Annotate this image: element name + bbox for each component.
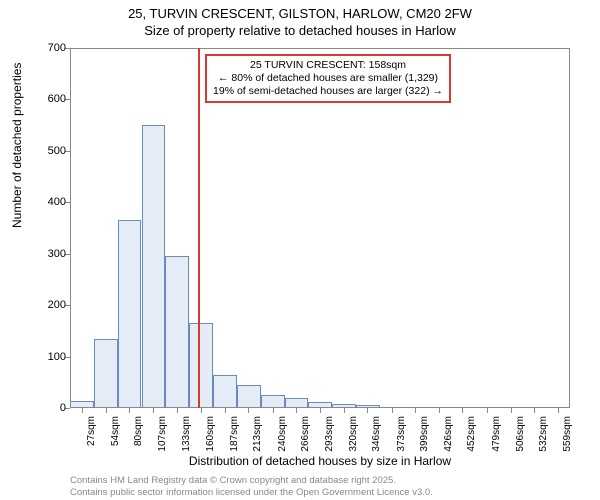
marker-vertical-line (198, 48, 200, 408)
xtick-mark (320, 408, 321, 413)
xtick-label: 213sqm (252, 416, 263, 452)
xtick-label: 107sqm (157, 416, 168, 452)
xtick-mark (129, 408, 130, 413)
ytick-label: 700 (48, 42, 66, 54)
xtick-mark (392, 408, 393, 413)
xtick-mark (487, 408, 488, 413)
plot-area: 25 TURVIN CRESCENT: 158sqm← 80% of detac… (70, 48, 570, 408)
xtick-mark (558, 408, 559, 413)
annotation-line3: 19% of semi-detached houses are larger (… (213, 85, 443, 98)
ytick-label: 0 (60, 402, 66, 414)
y-axis-label: Number of detached properties (10, 63, 24, 228)
annotation-box: 25 TURVIN CRESCENT: 158sqm← 80% of detac… (205, 54, 451, 103)
xtick-mark (344, 408, 345, 413)
x-axis-label: Distribution of detached houses by size … (70, 454, 570, 468)
xtick-mark (439, 408, 440, 413)
ytick-label: 100 (48, 351, 66, 363)
xtick-mark (511, 408, 512, 413)
xtick-label: 133sqm (181, 416, 192, 452)
xtick-label: 452sqm (466, 416, 477, 452)
xtick-mark (82, 408, 83, 413)
xtick-label: 320sqm (348, 416, 359, 452)
xtick-label: 506sqm (515, 416, 526, 452)
xtick-mark (201, 408, 202, 413)
xtick-mark (153, 408, 154, 413)
xtick-label: 54sqm (110, 416, 121, 446)
footer-attribution: Contains HM Land Registry data © Crown c… (70, 475, 433, 498)
ytick-label: 500 (48, 145, 66, 157)
chart-title-block: 25, TURVIN CRESCENT, GILSTON, HARLOW, CM… (0, 0, 600, 38)
ytick-label: 200 (48, 299, 66, 311)
ytick-label: 400 (48, 196, 66, 208)
xtick-mark (534, 408, 535, 413)
xtick-label: 346sqm (371, 416, 382, 452)
xtick-label: 559sqm (562, 416, 573, 452)
ytick-label: 300 (48, 248, 66, 260)
xtick-label: 373sqm (396, 416, 407, 452)
xtick-label: 293sqm (324, 416, 335, 452)
xtick-mark (273, 408, 274, 413)
xtick-mark (177, 408, 178, 413)
xtick-mark (106, 408, 107, 413)
xtick-mark (367, 408, 368, 413)
footer-line2: Contains public sector information licen… (70, 487, 433, 498)
xtick-label: 532sqm (538, 416, 549, 452)
annotation-line2: ← 80% of detached houses are smaller (1,… (213, 72, 443, 85)
chart-title-line2: Size of property relative to detached ho… (0, 23, 600, 38)
annotation-line1: 25 TURVIN CRESCENT: 158sqm (213, 59, 443, 72)
xtick-label: 479sqm (491, 416, 502, 452)
xtick-label: 160sqm (205, 416, 216, 452)
xtick-label: 80sqm (133, 416, 144, 446)
xtick-mark (248, 408, 249, 413)
xtick-mark (462, 408, 463, 413)
xtick-mark (415, 408, 416, 413)
xtick-label: 27sqm (86, 416, 97, 446)
ytick-label: 600 (48, 93, 66, 105)
footer-line1: Contains HM Land Registry data © Crown c… (70, 475, 433, 486)
xtick-label: 240sqm (277, 416, 288, 452)
xtick-mark (225, 408, 226, 413)
xtick-label: 266sqm (300, 416, 311, 452)
xtick-label: 187sqm (229, 416, 240, 452)
xtick-mark (296, 408, 297, 413)
xtick-label: 399sqm (419, 416, 430, 452)
chart-title-line1: 25, TURVIN CRESCENT, GILSTON, HARLOW, CM… (0, 6, 600, 21)
xtick-label: 426sqm (443, 416, 454, 452)
